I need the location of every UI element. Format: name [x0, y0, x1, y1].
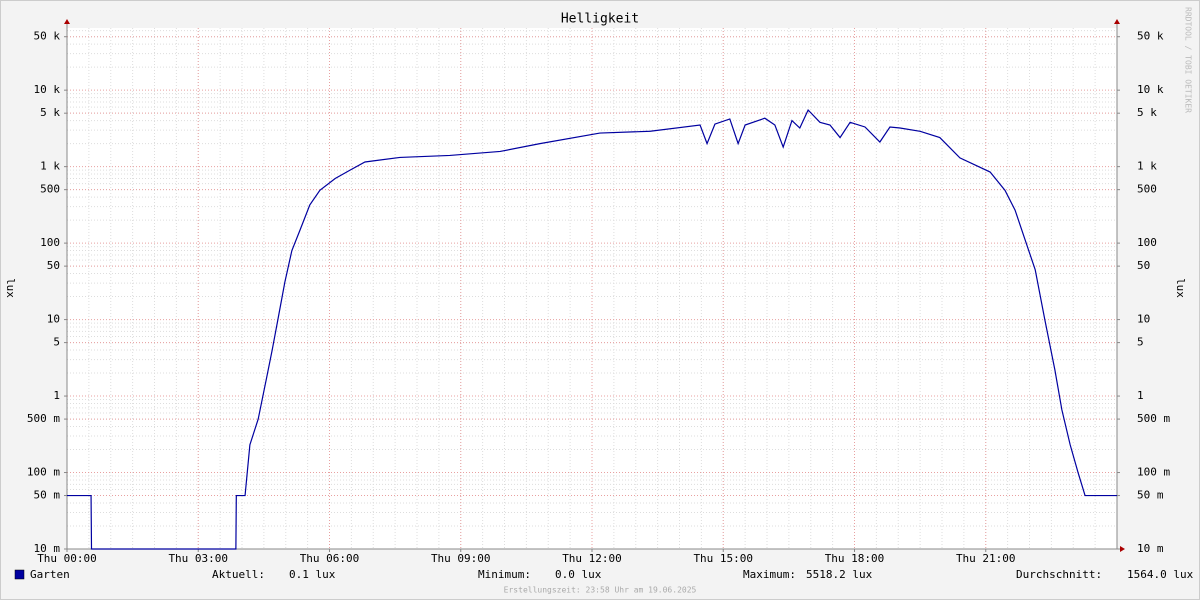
x-tick-label: Thu 18:00: [825, 552, 885, 565]
x-tick-label: Thu 12:00: [562, 552, 622, 565]
y-axis-label-right: lux: [1174, 278, 1187, 298]
y-tick-label: 10 k: [34, 83, 61, 96]
y-tick-label-right: 10 k: [1137, 83, 1164, 96]
y-tick-label-right: 500 m: [1137, 412, 1170, 425]
y-tick-label: 5: [53, 336, 60, 349]
stat-label: Aktuell:: [212, 568, 265, 581]
stat-value: 0.1 lux: [289, 568, 336, 581]
grid: [66, 28, 1118, 550]
x-tick-label: Thu 09:00: [431, 552, 491, 565]
y-tick-label: 100: [40, 236, 60, 249]
stat-label: Maximum:: [743, 568, 796, 581]
x-tick-label: Thu 15:00: [693, 552, 753, 565]
y-tick-label-right: 50 m: [1137, 489, 1164, 502]
y-tick-label: 50 m: [34, 489, 61, 502]
y-tick-label-right: 1: [1137, 389, 1144, 402]
y-tick-label-right: 5 k: [1137, 106, 1157, 119]
y-tick-label: 50 k: [34, 30, 61, 43]
y-tick-label-right: 5: [1137, 336, 1144, 349]
y-tick-label: 10 m: [34, 542, 61, 555]
stat-label: Minimum:: [478, 568, 531, 581]
y-tick-label: 500 m: [27, 412, 60, 425]
footer: Erstellungszeit: 23:58 Uhr am 19.06.2025: [504, 586, 697, 595]
y-tick-label: 50: [47, 259, 60, 272]
y-tick-label-right: 50 k: [1137, 30, 1164, 43]
y-tick-label: 1: [53, 389, 60, 402]
y-tick-label-right: 1 k: [1137, 160, 1157, 173]
y-tick-label: 500: [40, 183, 60, 196]
y-tick-label-right: 50: [1137, 259, 1150, 272]
y-tick-label: 5 k: [40, 106, 60, 119]
y-tick-label-right: 100 m: [1137, 466, 1170, 479]
x-tick-label: Thu 21:00: [956, 552, 1016, 565]
y-tick-label-right: 10 m: [1137, 542, 1164, 555]
x-tick-label: Thu 03:00: [168, 552, 228, 565]
y-tick-label-right: 100: [1137, 236, 1157, 249]
y-tick-label: 100 m: [27, 466, 60, 479]
stat-value: 0.0 lux: [555, 568, 602, 581]
y-tick-label-right: 500: [1137, 183, 1157, 196]
chart-title: Helligkeit: [561, 12, 639, 27]
legend-label: Garten: [30, 568, 70, 581]
y-tick-label: 10: [47, 313, 60, 326]
plot-area: [67, 28, 1117, 549]
series-line: [67, 108, 1117, 550]
watermark: RRDTOOL / TOBI OETIKER: [1184, 7, 1193, 113]
y-axis-label: lux: [4, 278, 17, 298]
stat-label: Durchschnitt:: [1016, 568, 1102, 581]
y-tick-label-right: 10: [1137, 313, 1150, 326]
stat-value: 5518.2 lux: [806, 568, 873, 581]
x-tick-label: Thu 06:00: [300, 552, 360, 565]
legend-swatch: [14, 569, 25, 580]
x-tick-label: Thu 00:00: [37, 552, 97, 565]
stat-value: 1564.0 lux: [1127, 568, 1194, 581]
y-tick-label: 1 k: [40, 160, 60, 173]
